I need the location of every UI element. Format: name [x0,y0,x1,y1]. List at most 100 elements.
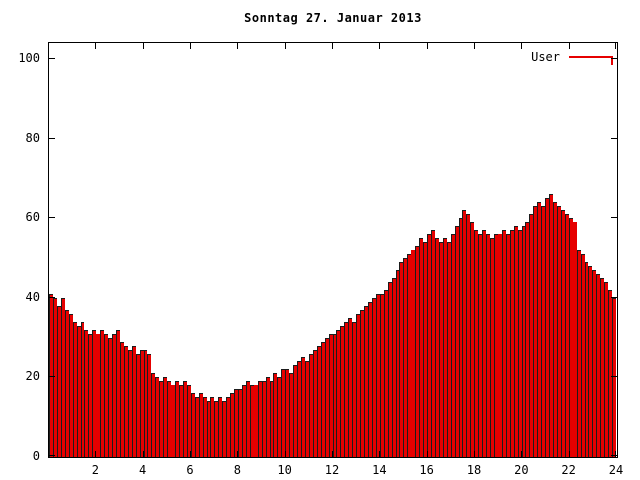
bar [466,214,471,457]
bar [332,333,337,457]
bar [202,397,207,457]
bar [297,361,301,457]
bar [159,381,164,457]
x-tick-label: 14 [372,463,387,477]
axis-tick [426,451,428,457]
bar [151,373,156,457]
axis-tick [611,296,617,298]
bar [391,277,396,457]
axis-tick [284,43,286,49]
x-tick-label: 24 [608,463,624,477]
bar [533,206,538,457]
bar [230,393,235,457]
bar [344,321,349,457]
x-tick-label: 18 [466,463,482,477]
x-tick-label: 20 [514,463,529,477]
bar [285,369,290,457]
bar [72,321,77,457]
bar [308,353,313,457]
bar [92,329,97,457]
bar [304,361,309,457]
bar [442,238,447,457]
axis-tick [95,43,97,49]
bar [482,230,487,457]
bar [490,238,494,457]
bar [470,222,475,457]
bar [88,333,93,457]
bar [241,385,246,457]
bar [214,401,219,457]
axis-tick [426,43,428,49]
plot-area: User [48,42,618,458]
bar [218,397,223,457]
bar [167,381,172,457]
x-tick-label: 6 [186,463,194,477]
x-tick-label: 2 [91,463,99,477]
bar [49,293,53,457]
bar [592,269,597,457]
axis-tick [190,451,191,457]
bar [493,234,498,457]
bar [155,377,160,457]
bar [182,381,187,457]
bar [143,349,148,457]
bar [399,261,404,457]
axis-tick [474,43,475,49]
bar [509,230,514,457]
bar [427,234,431,457]
bar [301,357,305,457]
bar [454,226,459,457]
bar [584,261,589,457]
bar [438,242,443,457]
axis-tick [49,376,55,378]
x-tick-label: 10 [277,463,292,477]
bar [56,305,61,457]
bar [119,341,124,457]
axis-tick [615,451,616,457]
bar [608,289,613,457]
bar [249,385,254,457]
bar [553,202,557,457]
bar [462,210,467,457]
bar [312,349,317,457]
x-tick-label: 12 [324,463,340,477]
axis-tick [332,451,333,457]
axis-tick [611,217,617,219]
axis-tick [611,137,617,139]
bar [131,345,136,457]
bar [371,297,376,457]
bar [104,333,109,457]
bar [163,377,168,457]
bar [190,393,195,457]
bar [560,210,565,457]
bar [253,385,258,457]
y-tick-label: 60 [25,210,40,225]
axis-tick [142,43,144,49]
bar [324,337,329,457]
bar [501,230,506,457]
bar [320,341,325,457]
bar [238,389,242,457]
bar [108,337,112,457]
axis-tick [49,57,55,59]
bar [171,385,175,457]
bar [257,381,262,457]
bar [360,309,364,457]
bar [537,202,542,457]
legend: User [531,50,613,65]
axis-tick [237,43,239,49]
bar [525,222,530,457]
bar [60,297,65,457]
axis-tick [379,43,381,49]
y-tick-label: 0 [32,449,40,463]
bar [600,277,605,457]
bar [521,226,526,457]
bar [340,325,345,457]
axis-tick [237,451,239,457]
bar [194,397,199,457]
bar [281,369,286,457]
bar [112,333,116,457]
axis-tick [142,451,144,457]
bar [517,230,522,457]
axis-tick [611,57,617,59]
